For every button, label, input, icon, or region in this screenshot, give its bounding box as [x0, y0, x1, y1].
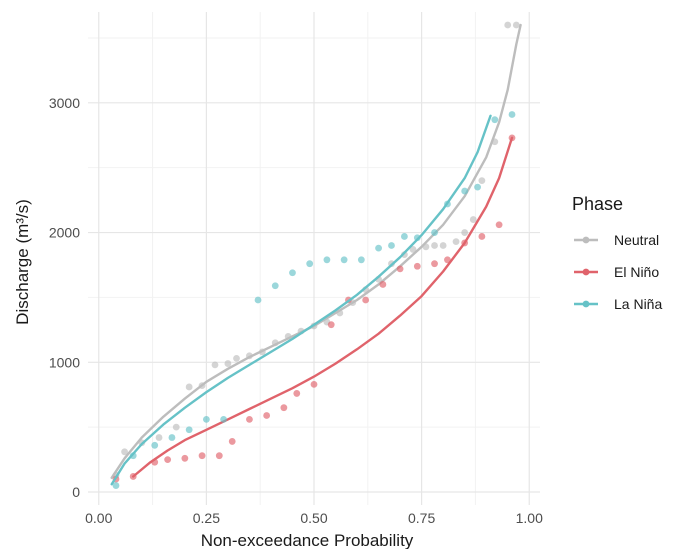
neutral-point: [155, 434, 163, 441]
y-tick-label: 3000: [49, 95, 80, 111]
x-tick-label: 0.25: [193, 510, 220, 526]
el-nino-fit-line: [132, 136, 514, 478]
legend-key-point: [582, 300, 590, 308]
major-gridlines: [88, 12, 540, 505]
la-nina-point: [491, 116, 499, 124]
legend-label: Neutral: [614, 232, 659, 248]
la-nina-point: [112, 482, 120, 489]
series-el-nino: [112, 134, 516, 483]
legend-key-point: [582, 268, 590, 276]
el-nino-point: [413, 262, 421, 270]
el-nino-point: [293, 390, 301, 397]
neutral-point: [431, 242, 438, 249]
x-axis-title: Non-exceedance Probability: [201, 531, 414, 549]
la-nina-point: [151, 441, 159, 449]
neutral-point: [512, 21, 520, 29]
el-nino-point: [228, 438, 236, 445]
la-nina-point: [168, 434, 176, 441]
la-nina-point: [185, 426, 193, 434]
series-neutral: [110, 21, 522, 479]
x-tick-label: 0.50: [300, 510, 327, 526]
legend-key-point: [582, 236, 590, 244]
la-nina-point: [306, 260, 314, 268]
la-nina-point: [323, 256, 331, 264]
neutral-point: [211, 361, 219, 369]
x-axis-ticks: 0.00 0.25 0.50 0.75 1.00: [85, 510, 543, 526]
la-nina-point: [271, 282, 279, 290]
neutral-point: [504, 21, 512, 29]
x-tick-label: 1.00: [516, 510, 543, 526]
el-nino-point: [263, 412, 271, 419]
el-nino-point: [164, 456, 172, 463]
la-nina-point: [431, 229, 438, 236]
el-nino-point: [379, 281, 387, 288]
y-axis-title: Discharge (m³/s): [13, 199, 32, 325]
neutral-point: [439, 242, 447, 249]
la-nina-point: [508, 111, 516, 118]
legend-item-neutral: Neutral: [574, 232, 659, 248]
la-nina-fit-line: [110, 114, 492, 486]
la-nina-point: [220, 415, 228, 423]
la-nina-point: [375, 244, 382, 252]
la-nina-point: [289, 269, 296, 277]
la-nina-point: [461, 187, 469, 195]
la-nina-point: [340, 256, 348, 264]
neutral-point: [172, 423, 180, 431]
neutral-point: [121, 448, 128, 456]
neutral-point: [452, 238, 460, 246]
el-nino-point: [246, 415, 253, 423]
y-tick-label: 0: [72, 484, 80, 500]
la-nina-point: [357, 256, 365, 264]
el-nino-point: [431, 260, 438, 268]
la-nina-point: [388, 242, 395, 249]
legend-title: Phase: [572, 194, 623, 214]
x-tick-label: 0.00: [85, 510, 112, 526]
legend-item-la-nina: La Niña: [574, 296, 662, 312]
el-nino-point: [327, 321, 335, 329]
el-nino-point: [444, 256, 451, 264]
el-nino-point: [362, 296, 370, 304]
neutral-point: [478, 177, 486, 185]
la-nina-point: [202, 415, 210, 423]
el-nino-point: [310, 380, 318, 388]
neutral-point: [233, 354, 240, 362]
legend-label: El Niño: [614, 264, 659, 280]
neutral-point: [409, 246, 417, 253]
legend: Phase Neutral El Niño La Niña: [572, 194, 662, 312]
la-nina-point: [401, 233, 408, 240]
la-nina-point: [254, 296, 262, 304]
el-nino-point: [478, 233, 486, 240]
el-nino-point: [396, 265, 404, 273]
el-nino-point: [181, 454, 189, 462]
y-tick-label: 1000: [49, 354, 80, 370]
neutral-point: [461, 229, 469, 236]
neutral-fit-line: [110, 23, 522, 479]
neutral-point: [469, 216, 477, 223]
el-nino-point: [280, 404, 288, 412]
neutral-point: [224, 360, 232, 367]
y-axis-ticks: 0 1000 2000 3000: [49, 95, 80, 500]
la-nina-point: [474, 183, 481, 191]
legend-label: La Niña: [614, 296, 662, 312]
el-nino-point: [495, 221, 503, 229]
neutral-point: [185, 383, 193, 391]
el-nino-point: [198, 452, 206, 460]
el-nino-point: [215, 452, 223, 460]
legend-item-el-nino: El Niño: [574, 264, 659, 280]
series-layer: [110, 21, 522, 489]
series-la-nina: [110, 111, 516, 489]
y-tick-label: 2000: [49, 225, 80, 241]
x-tick-label: 0.75: [408, 510, 435, 526]
